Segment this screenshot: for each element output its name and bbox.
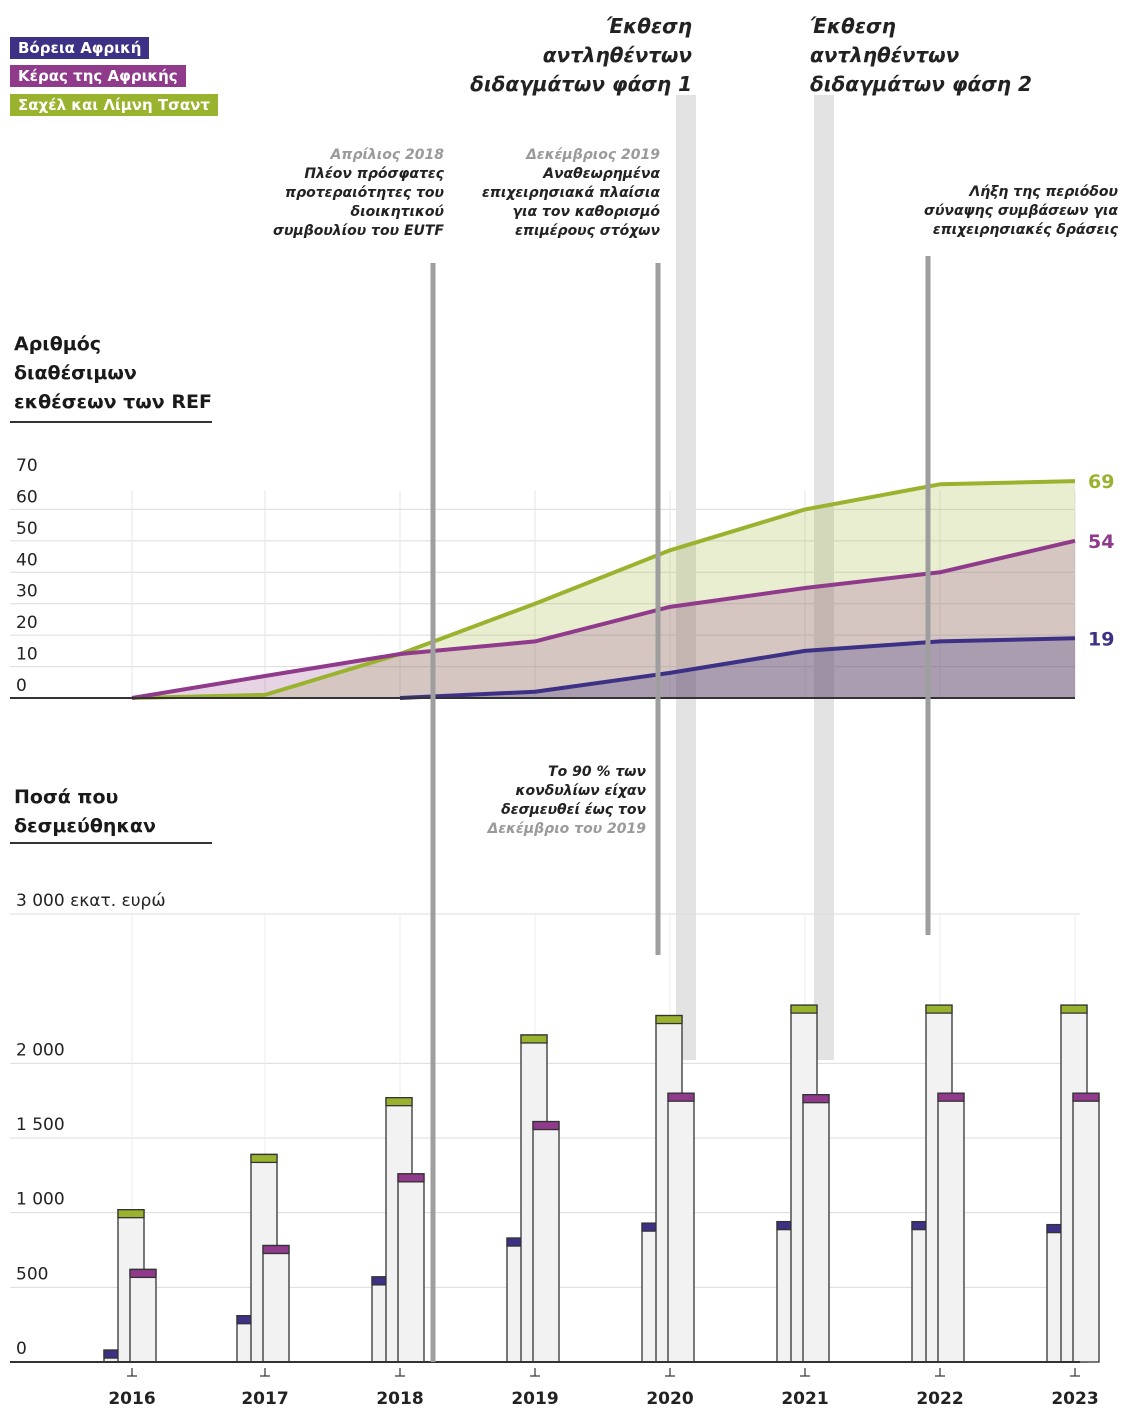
x-tick-label: 2019	[511, 1389, 558, 1409]
area-y-tick-label: 30	[16, 582, 38, 602]
phase-2-band	[814, 95, 834, 1060]
bar-sahel-lake-chad-cap	[385, 1097, 413, 1107]
area-north-fill	[400, 638, 1075, 698]
bar-horn-of-africa-bar	[802, 1094, 830, 1363]
bar-horn-of-africa-bar	[532, 1120, 560, 1363]
bar-sahel-lake-chad-cap	[250, 1153, 278, 1164]
area-y-tick-label: 0	[16, 676, 27, 696]
end-label-horn: 54	[1088, 531, 1114, 553]
bar-sahel-lake-chad-cap	[1060, 1004, 1088, 1014]
bar-y-tick-label: 1 500	[16, 1115, 65, 1135]
area-horn-fill	[132, 540, 1075, 698]
area-sahel-line	[131, 479, 1076, 700]
amounts-title-rule	[10, 842, 212, 844]
bar-horn-of-africa-cap	[667, 1092, 695, 1102]
bar-y-tick-label: 3 000 εκατ. ευρώ	[16, 891, 166, 911]
bar-horn-of-africa-cap	[802, 1094, 830, 1104]
legend-north-africa: Βόρεια Αφρική	[10, 37, 150, 59]
x-tick-label: 2016	[108, 1389, 155, 1409]
bar-horn-of-africa-cap	[129, 1268, 157, 1279]
area-y-tick-label: 10	[16, 645, 38, 665]
annotation-december-2019: Δεκέμβριος 2019 Αναθεωρημένα επιχειρησια…	[482, 147, 660, 239]
area-y-tick-label: 20	[16, 613, 38, 633]
bar-horn-of-africa-cap	[262, 1244, 290, 1255]
phase-2-title: Έκθεση αντληθέντων διδαγμάτων φάση 2	[810, 14, 1032, 96]
bar-y-tick-label: 2 000	[16, 1040, 65, 1060]
phase-1-title: Έκθεση αντληθέντων διδαγμάτων φάση 1	[470, 14, 692, 96]
bar-horn-of-africa-bar	[129, 1268, 157, 1363]
bar-horn-of-africa-bar	[262, 1244, 290, 1363]
area-north-line	[399, 636, 1076, 700]
bar-horn-of-africa-bar	[1072, 1092, 1100, 1363]
area-y-tick-label: 40	[16, 550, 38, 570]
area-y-tick-label: 60	[16, 487, 38, 507]
bar-y-tick-label: 0	[16, 1339, 27, 1359]
x-tick-label: 2023	[1051, 1389, 1098, 1409]
x-tick-label: 2017	[241, 1389, 288, 1409]
bar-horn-of-africa-bar	[397, 1173, 425, 1363]
area-sahel-fill	[132, 481, 1075, 698]
area-y-tick-label: 70	[16, 456, 38, 476]
bar-sahel-lake-chad-cap	[520, 1034, 548, 1044]
bar-sahel-lake-chad-cap	[117, 1209, 145, 1219]
annotation-90-percent: Το 90 % των κονδυλίων είχαν δεσμευθεί έω…	[487, 764, 646, 837]
bar-sahel-lake-chad-cap	[655, 1014, 683, 1025]
end-label-sahel: 69	[1088, 471, 1114, 493]
bar-horn-of-africa-cap	[397, 1173, 425, 1183]
area-horn-line	[131, 538, 1076, 700]
area-y-tick-label: 50	[16, 519, 38, 539]
x-tick-label: 2018	[376, 1389, 423, 1409]
bar-sahel-lake-chad-cap	[790, 1004, 818, 1014]
reports-title-rule	[10, 421, 212, 423]
bar-sahel-lake-chad-cap	[925, 1004, 953, 1014]
bar-horn-of-africa-bar	[667, 1092, 695, 1363]
x-tick-label: 2020	[646, 1389, 693, 1409]
bar-horn-of-africa-cap	[532, 1120, 560, 1131]
bar-horn-of-africa-bar	[937, 1092, 965, 1363]
end-label-north: 19	[1088, 628, 1114, 650]
annotation-contracting-end: Λήξη της περιόδου σύναψης συμβάσεων για …	[924, 184, 1118, 238]
phase-1-band	[676, 95, 696, 1060]
amounts-chart-title: Ποσά που δεσμεύθηκαν	[14, 786, 156, 837]
reports-chart-title: Αριθμός διαθέσιμων εκθέσεων των REF	[14, 333, 212, 413]
bar-horn-of-africa-cap	[937, 1092, 965, 1102]
bar-y-tick-label: 1 000	[16, 1190, 65, 1210]
bar-y-tick-label: 500	[16, 1264, 48, 1284]
legend-sahel-lake-chad: Σαχέλ και Λίμνη Τσαντ	[10, 94, 218, 116]
x-tick-label: 2022	[916, 1389, 963, 1409]
bar-horn-of-africa-cap	[1072, 1092, 1100, 1102]
annotation-april-2018: Απρίλιος 2018 Πλέον πρόσφατες προτεραιότ…	[273, 147, 444, 239]
legend-horn-of-africa: Κέρας της Αφρικής	[10, 65, 186, 87]
x-tick-label: 2021	[781, 1389, 828, 1409]
